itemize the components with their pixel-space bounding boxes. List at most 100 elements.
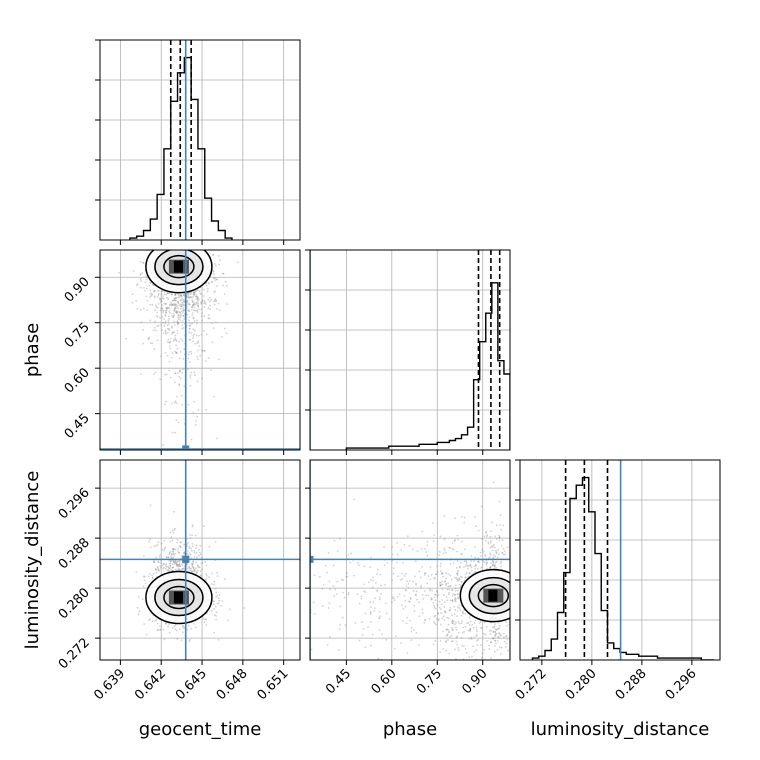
sample-point	[176, 564, 179, 567]
sample-point	[464, 648, 467, 650]
sample-point	[186, 305, 188, 308]
sample-point	[178, 563, 181, 566]
sample-point	[210, 298, 213, 301]
sample-point	[142, 261, 145, 264]
sample-point	[380, 593, 382, 595]
sample-point	[440, 572, 443, 575]
sample-point	[454, 584, 457, 587]
sample-point	[167, 322, 170, 325]
sample-point	[167, 297, 169, 300]
sample-point	[193, 400, 196, 403]
sample-point	[378, 617, 380, 620]
sample-point	[445, 635, 448, 637]
sample-point	[424, 572, 426, 575]
sample-point	[430, 573, 433, 576]
sample-point	[491, 662, 493, 664]
sample-point	[117, 271, 120, 274]
sample-point	[354, 622, 357, 624]
sample-point	[493, 565, 496, 567]
sample-point	[403, 574, 406, 577]
sample-point	[171, 563, 174, 566]
sample-point	[456, 580, 459, 583]
sample-point	[177, 315, 180, 317]
sample-point	[186, 563, 189, 565]
sample-point	[215, 596, 218, 599]
sample-point	[180, 314, 183, 317]
sample-point	[275, 515, 277, 517]
sample-point	[189, 338, 192, 341]
sample-point	[192, 340, 194, 343]
sample-point	[191, 570, 193, 573]
sample-point	[489, 540, 492, 542]
sample-point	[204, 578, 207, 581]
sample-point	[193, 374, 196, 376]
sample-point	[213, 303, 216, 306]
sample-point	[213, 580, 215, 583]
sample-point	[468, 572, 471, 575]
sample-point	[223, 578, 226, 581]
sample-point	[183, 553, 186, 556]
sample-point	[171, 548, 174, 551]
sample-point	[149, 618, 152, 620]
sample-point	[376, 589, 379, 592]
sample-point	[497, 549, 500, 551]
sample-point	[494, 645, 496, 647]
sample-point	[161, 304, 164, 307]
sample-point	[154, 326, 156, 329]
sample-point	[173, 331, 175, 333]
sample-point	[406, 651, 409, 654]
sample-point	[191, 304, 194, 307]
sample-point	[470, 555, 473, 557]
sample-point	[188, 351, 190, 353]
sample-point	[346, 575, 349, 578]
sample-point	[171, 304, 174, 306]
sample-point	[486, 561, 488, 564]
sample-point	[142, 575, 145, 578]
sample-point	[492, 481, 495, 484]
sample-point	[461, 631, 464, 634]
sample-point	[288, 605, 290, 607]
sample-point	[156, 543, 159, 546]
sample-point	[460, 580, 463, 583]
sample-point	[474, 570, 477, 573]
sample-point	[143, 579, 146, 582]
sample-point	[363, 583, 365, 586]
sample-point	[173, 561, 176, 564]
sample-point	[464, 576, 467, 579]
sample-point	[157, 569, 160, 572]
sample-point	[458, 579, 460, 582]
sample-point	[491, 563, 494, 566]
sample-point	[454, 599, 457, 602]
sample-point	[398, 593, 401, 596]
sample-point	[226, 303, 229, 305]
sample-point	[310, 648, 313, 651]
sample-point	[418, 644, 420, 647]
sample-point	[501, 552, 504, 554]
panel-phase-geocent_time	[100, 250, 300, 450]
sample-point	[200, 562, 203, 565]
sample-point	[170, 552, 173, 555]
sample-point	[293, 618, 295, 620]
sample-point	[196, 571, 199, 574]
sample-point	[465, 560, 468, 563]
sample-point	[187, 295, 190, 298]
x-tick-label-geocent_time-0: 0.639	[91, 666, 128, 703]
sample-point	[451, 589, 454, 592]
sample-point	[176, 395, 178, 398]
sample-point	[476, 639, 478, 642]
sample-point	[164, 322, 167, 325]
sample-point	[173, 381, 176, 384]
sample-point	[495, 664, 497, 666]
sample-point	[159, 301, 162, 303]
sample-point	[167, 556, 170, 559]
sample-point	[181, 320, 184, 322]
sample-point	[478, 622, 481, 625]
sample-point	[447, 582, 450, 585]
sample-point	[393, 647, 396, 650]
sample-point	[444, 601, 446, 603]
sample-point	[421, 565, 423, 568]
sample-point	[205, 618, 207, 621]
sample-point	[451, 640, 454, 643]
sample-point	[214, 605, 217, 608]
sample-point	[201, 350, 204, 353]
